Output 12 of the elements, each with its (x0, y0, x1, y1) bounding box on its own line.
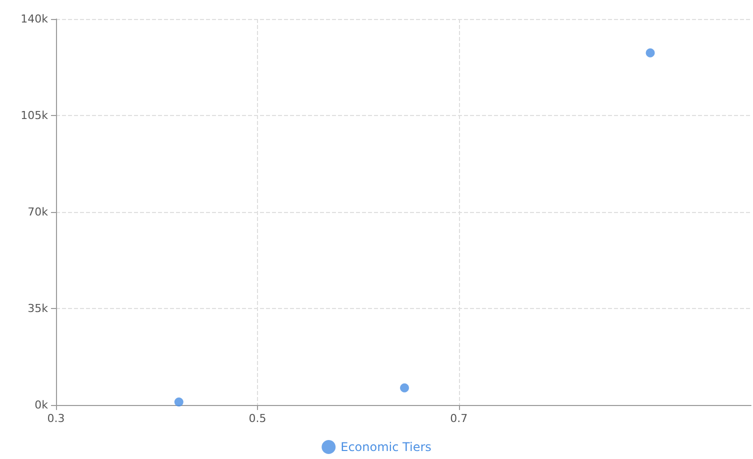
point (646, 48, 655, 58)
point (174, 397, 184, 406)
y-tick-label: 70k (28, 206, 49, 218)
legend-label: Economic Tiers (340, 440, 432, 454)
x-tick-label: 0.5 (248, 412, 266, 425)
y-tick-label: 140k (20, 12, 49, 26)
x-tick-label: 0.7 (450, 412, 468, 425)
point (400, 383, 410, 392)
x-tick-label: 0.3 (47, 412, 65, 425)
y-tick-label: 0k (34, 398, 49, 412)
y-tick-label: 35k (28, 302, 49, 315)
y-tick-label: 105k (20, 109, 49, 122)
